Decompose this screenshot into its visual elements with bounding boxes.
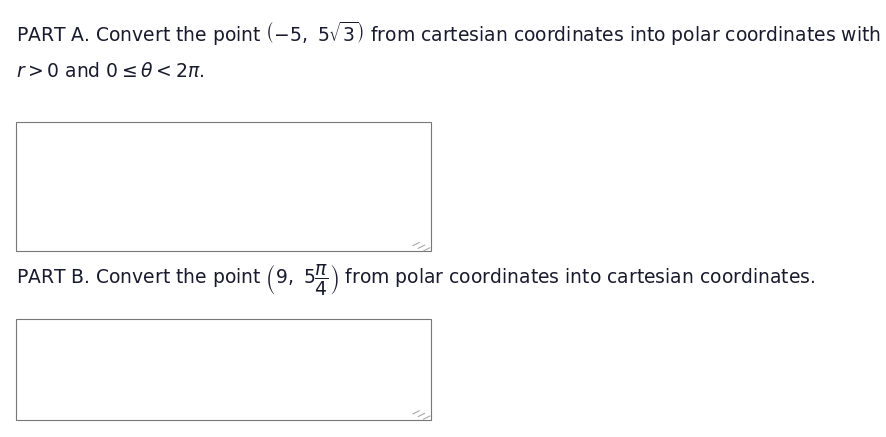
- Bar: [16, 122, 431, 251]
- Bar: [16, 319, 431, 420]
- Text: $r > 0$ and $0 \leq \theta < 2\pi$.: $r > 0$ and $0 \leq \theta < 2\pi$.: [16, 62, 205, 81]
- Text: PART A. Convert the point $\left( - 5,\ 5\sqrt{3}\right)$ from cartesian coordin: PART A. Convert the point $\left( - 5,\ …: [16, 20, 881, 48]
- Text: PART B. Convert the point $\left(9,\ 5\dfrac{\pi}{4}\right)$ from polar coordina: PART B. Convert the point $\left(9,\ 5\d…: [16, 262, 815, 297]
